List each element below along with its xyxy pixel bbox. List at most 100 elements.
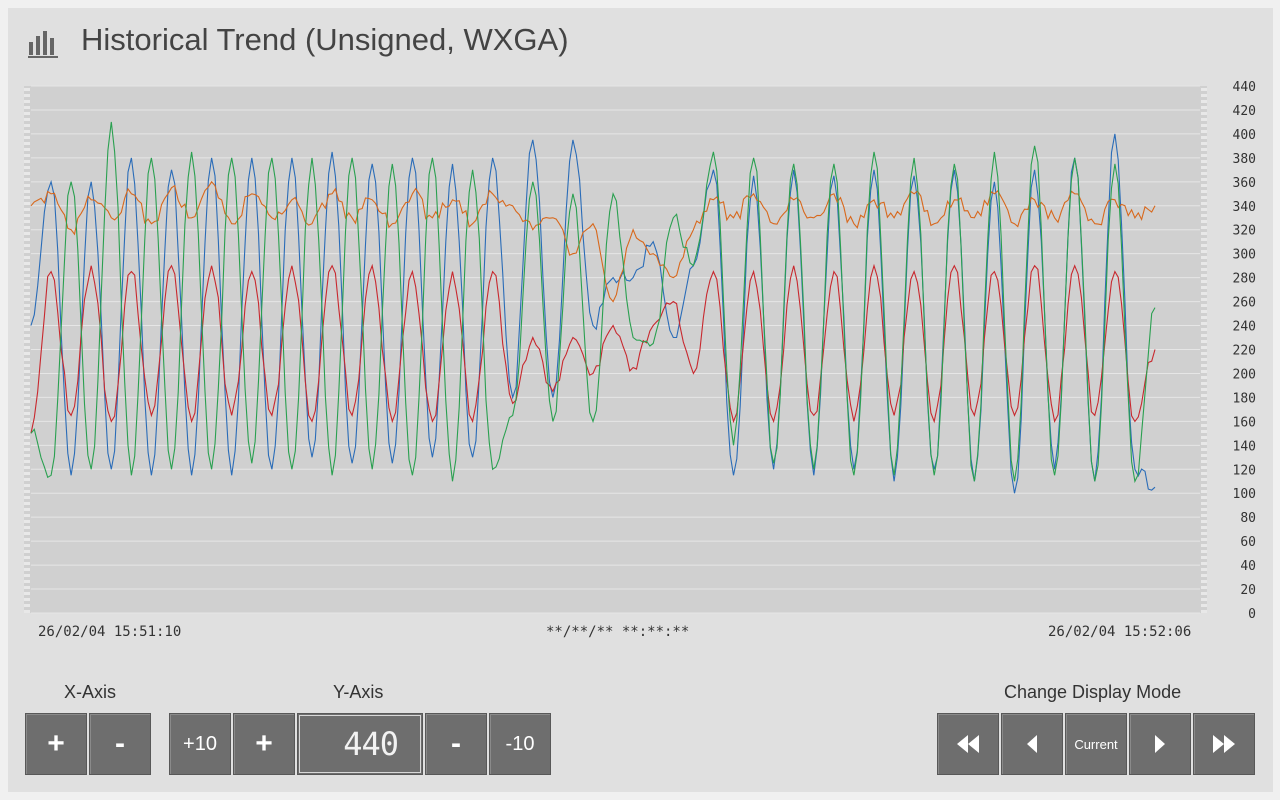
right-edge-tick: [1201, 232, 1207, 235]
left-edge-tick: [24, 604, 30, 607]
series-line: [30, 121, 1156, 484]
y-axis-minus-button[interactable]: -: [425, 713, 487, 775]
right-edge-tick: [1201, 280, 1207, 283]
right-edge-tick: [1201, 100, 1207, 103]
left-edge-tick: [24, 478, 30, 481]
current-button[interactable]: Current: [1065, 713, 1127, 775]
right-edge-tick: [1201, 172, 1207, 175]
left-edge-tick: [24, 544, 30, 547]
right-edge-tick: [1201, 370, 1207, 373]
right-edge-tick: [1201, 574, 1207, 577]
right-edge-tick: [1201, 424, 1207, 427]
right-edge-tick: [1201, 376, 1207, 379]
right-edge-tick: [1201, 502, 1207, 505]
left-edge-tick: [24, 316, 30, 319]
right-edge-tick: [1201, 268, 1207, 271]
right-edge-tick: [1201, 262, 1207, 265]
left-edge-tick: [24, 472, 30, 475]
left-edge-tick: [24, 568, 30, 571]
left-edge-tick: [24, 502, 30, 505]
right-edge-tick: [1201, 286, 1207, 289]
left-edge-tick: [24, 340, 30, 343]
left-edge-tick: [24, 358, 30, 361]
right-edge-tick: [1201, 352, 1207, 355]
left-edge-tick: [24, 382, 30, 385]
right-edge-tick: [1201, 346, 1207, 349]
left-edge-tick: [24, 424, 30, 427]
left-edge-tick: [24, 166, 30, 169]
y-tick-label: 320: [1233, 224, 1256, 239]
left-edge-tick: [24, 262, 30, 265]
right-edge-tick: [1201, 598, 1207, 601]
right-edge-tick: [1201, 580, 1207, 583]
right-edge-tick: [1201, 484, 1207, 487]
y-axis-minus10-button[interactable]: -10: [489, 713, 551, 775]
left-edge-tick: [24, 580, 30, 583]
left-edge-tick: [24, 376, 30, 379]
right-edge-tick: [1201, 520, 1207, 523]
left-edge-tick: [24, 556, 30, 559]
fast-forward-button[interactable]: [1193, 713, 1255, 775]
y-tick-label: 220: [1233, 344, 1256, 359]
right-edge-tick: [1201, 544, 1207, 547]
step-back-button[interactable]: [1001, 713, 1063, 775]
left-edge-tick: [24, 226, 30, 229]
page-title: Historical Trend (Unsigned, WXGA): [81, 22, 569, 57]
left-arrow-icon: [1027, 735, 1037, 753]
right-edge-tick: [1201, 124, 1207, 127]
left-edge-tick: [24, 442, 30, 445]
left-edge-tick: [24, 430, 30, 433]
y-axis-plus-button[interactable]: +: [233, 713, 295, 775]
left-edge-tick: [24, 370, 30, 373]
right-edge-tick: [1201, 436, 1207, 439]
right-edge-tick: [1201, 310, 1207, 313]
left-edge-tick: [24, 526, 30, 529]
right-edge-tick: [1201, 388, 1207, 391]
left-edge-tick: [24, 178, 30, 181]
end-time-label: 26/02/04 15:52:06: [1048, 624, 1192, 640]
right-edge-tick: [1201, 556, 1207, 559]
left-edge-tick: [24, 532, 30, 535]
left-edge-tick: [24, 220, 30, 223]
right-edge-tick: [1201, 250, 1207, 253]
right-edge-tick: [1201, 562, 1207, 565]
right-edge-tick: [1201, 202, 1207, 205]
right-edge-tick: [1201, 472, 1207, 475]
left-edge-tick: [24, 274, 30, 277]
left-edge-tick: [24, 154, 30, 157]
left-edge-tick: [24, 592, 30, 595]
left-edge-tick: [24, 172, 30, 175]
left-edge-tick: [24, 250, 30, 253]
left-edge-tick: [24, 508, 30, 511]
right-edge-tick: [1201, 220, 1207, 223]
left-edge-tick: [24, 280, 30, 283]
x-axis-zoom-out-button[interactable]: -: [89, 713, 151, 775]
step-forward-button[interactable]: [1129, 713, 1191, 775]
y-axis-plus10-button[interactable]: +10: [169, 713, 231, 775]
y-tick-label: 160: [1233, 415, 1256, 430]
y-tick-label: 420: [1233, 104, 1256, 119]
left-edge-tick: [24, 574, 30, 577]
right-edge-tick: [1201, 364, 1207, 367]
left-edge-tick: [24, 322, 30, 325]
y-tick-label: 300: [1233, 248, 1256, 263]
right-edge-tick: [1201, 190, 1207, 193]
left-edge-tick: [24, 124, 30, 127]
y-axis-value: 440: [299, 715, 421, 773]
left-edge-tick: [24, 190, 30, 193]
left-edge-tick: [24, 88, 30, 91]
right-edge-tick: [1201, 532, 1207, 535]
left-edge-tick: [24, 460, 30, 463]
fast-rewind-button[interactable]: [937, 713, 999, 775]
right-edge-tick: [1201, 550, 1207, 553]
right-edge-tick: [1201, 538, 1207, 541]
right-edge-tick: [1201, 142, 1207, 145]
cursor-time-label: **/**/** **:**:**: [546, 624, 690, 640]
x-axis-zoom-in-button[interactable]: +: [25, 713, 87, 775]
right-edge-tick: [1201, 130, 1207, 133]
left-edge-tick: [24, 232, 30, 235]
left-edge-tick: [24, 202, 30, 205]
left-edge-tick: [24, 400, 30, 403]
y-tick-label: 340: [1233, 200, 1256, 215]
